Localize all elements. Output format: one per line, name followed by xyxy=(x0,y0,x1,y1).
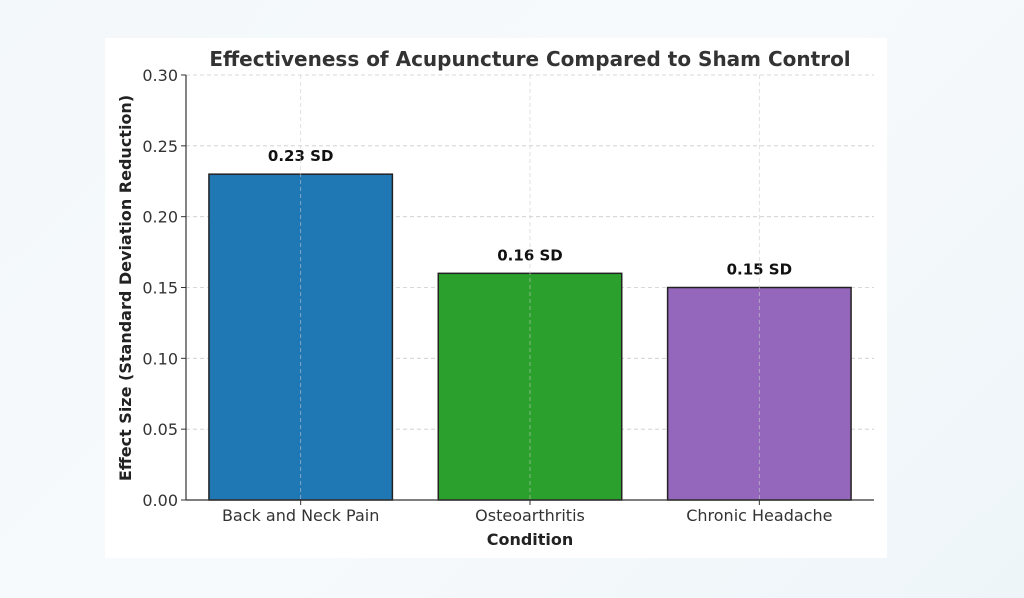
x-axis-label: Condition xyxy=(487,530,574,549)
data-label: 0.23 SD xyxy=(268,147,334,165)
x-tick-label: Osteoarthritis xyxy=(475,506,585,525)
y-tick-label: 0.20 xyxy=(142,208,178,227)
y-tick-label: 0.05 xyxy=(142,420,178,439)
x-tick-label: Chronic Headache xyxy=(686,506,832,525)
y-tick-label: 0.30 xyxy=(142,66,178,85)
y-tick-label: 0.15 xyxy=(142,279,178,298)
y-axis-label: Effect Size (Standard Deviation Reductio… xyxy=(116,95,135,481)
data-label: 0.16 SD xyxy=(497,246,563,264)
y-tick-label: 0.10 xyxy=(142,349,178,368)
x-tick-label: Back and Neck Pain xyxy=(222,506,379,525)
data-label: 0.15 SD xyxy=(727,261,793,279)
y-tick-label: 0.25 xyxy=(142,137,178,156)
chart-title: Effectiveness of Acupuncture Compared to… xyxy=(209,47,850,71)
y-tick-label: 0.00 xyxy=(142,491,178,510)
